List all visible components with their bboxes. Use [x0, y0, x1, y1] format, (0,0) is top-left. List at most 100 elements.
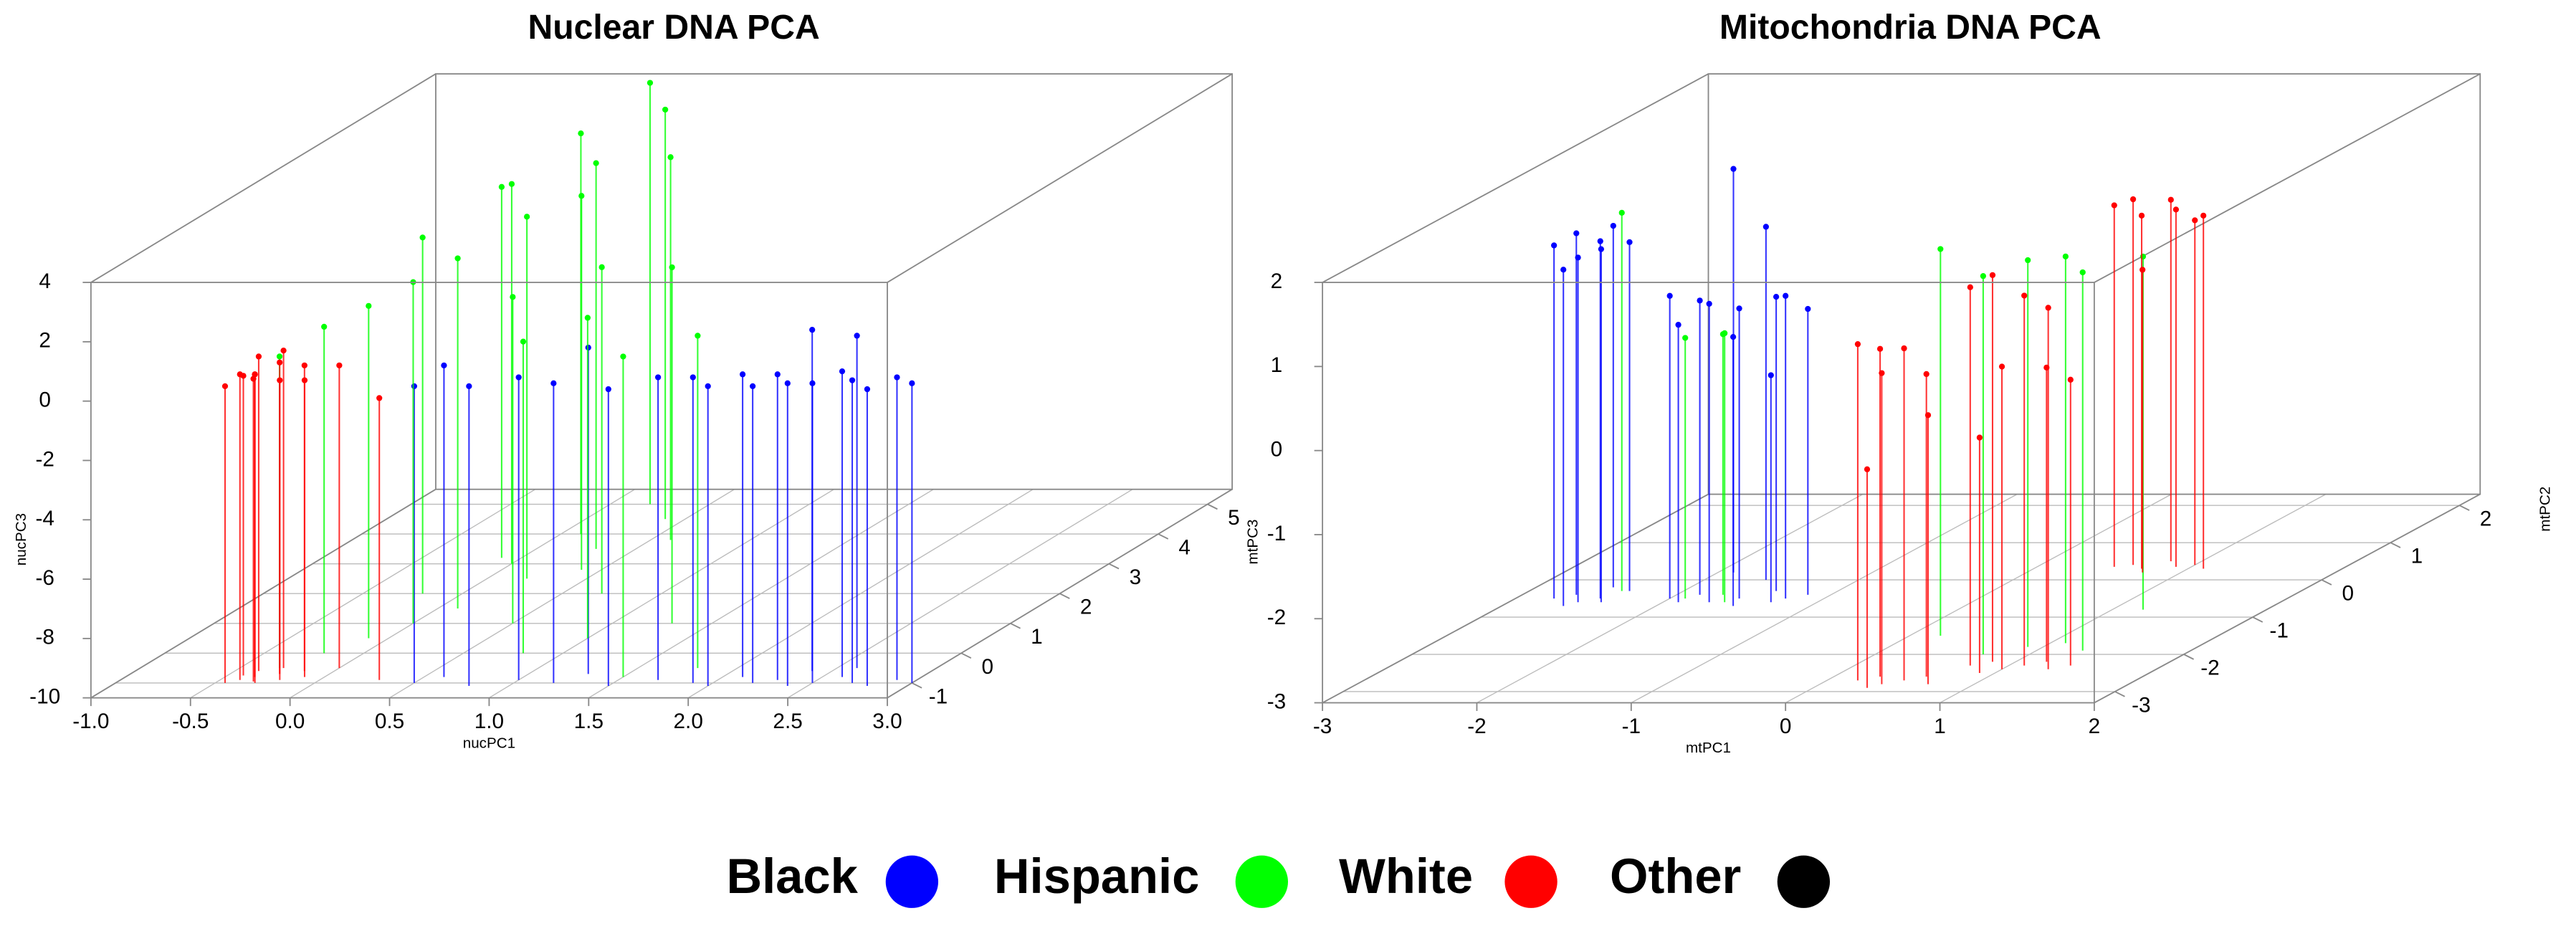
legend-swatch: [1235, 855, 1288, 908]
point: [515, 374, 522, 381]
point: [336, 362, 343, 368]
point: [240, 373, 247, 379]
grid-line: [687, 489, 1034, 699]
point: [498, 183, 505, 190]
x-tick-label: 0: [1780, 715, 1792, 738]
x-axis-label: mtPC1: [1686, 740, 1731, 756]
z-tick-label: 0: [39, 388, 51, 412]
z-tick-label: -4: [35, 507, 54, 530]
box-edge: [1322, 73, 1709, 283]
x-tick-label: 0.0: [275, 710, 305, 733]
point: [252, 371, 258, 378]
point: [1876, 345, 1884, 352]
grid-line: [1631, 493, 2018, 704]
box-edge: [90, 73, 437, 283]
legend-swatch: [1504, 855, 1557, 908]
x-tick-label: 2.0: [674, 710, 703, 733]
tick-mark: [1108, 563, 1120, 570]
y-tick-label: 1: [1031, 625, 1043, 649]
x-tick-label: -1: [1622, 715, 1641, 738]
point: [1879, 370, 1885, 376]
point: [419, 234, 426, 241]
grid-line: [1940, 493, 2327, 704]
point: [620, 353, 626, 360]
point: [2067, 376, 2074, 383]
z-tick-label: -6: [35, 566, 54, 590]
point: [2079, 269, 2086, 276]
y-tick-label: 1: [2411, 545, 2423, 568]
point: [647, 80, 654, 86]
series: [1551, 166, 1811, 606]
point: [255, 353, 262, 360]
z-axis-label: mtPC3: [1244, 520, 1261, 565]
point: [1768, 372, 1774, 378]
point: [2111, 202, 2117, 209]
point: [1805, 305, 1811, 312]
y-tick-label: 2: [1080, 596, 1092, 619]
point: [1783, 292, 1789, 299]
point: [894, 374, 900, 381]
grid-line: [190, 489, 536, 699]
point: [550, 380, 557, 386]
z-tick-label: 4: [39, 269, 51, 293]
z-tick-label: -10: [29, 685, 60, 709]
point: [1989, 272, 1996, 278]
legend-label: Other: [1610, 849, 1741, 904]
point: [1560, 267, 1567, 273]
box-edge: [2094, 73, 2481, 283]
point: [1980, 273, 1987, 280]
point: [1924, 412, 1932, 419]
legend-label: White: [1339, 849, 1473, 904]
box-front: [90, 282, 888, 699]
point: [909, 380, 915, 386]
point: [1854, 341, 1861, 348]
point: [508, 181, 515, 187]
chart-title: Nuclear DNA PCA: [528, 8, 820, 47]
grid-line: [1785, 493, 2172, 704]
point: [1666, 292, 1673, 299]
point: [739, 371, 746, 378]
y-tick-label: 3: [1130, 565, 1142, 589]
z-tick-label: -2: [35, 447, 54, 471]
point: [1675, 322, 1681, 328]
point: [454, 255, 461, 262]
point: [1610, 222, 1616, 229]
point: [1697, 297, 1703, 304]
box-edge: [887, 73, 1233, 283]
point: [1773, 294, 1780, 300]
tick-mark: [2183, 654, 2195, 660]
point: [839, 368, 846, 375]
tick-mark: [1158, 533, 1169, 540]
point: [2138, 212, 2145, 219]
series: [1854, 196, 2207, 688]
point: [1762, 224, 1769, 230]
x-tick-label: 2: [2089, 715, 2101, 738]
y-axis-label: mtPC2: [2537, 487, 2553, 532]
box-edge: [90, 488, 437, 699]
legend-swatch: [1777, 855, 1831, 908]
point: [301, 377, 308, 383]
series: [276, 80, 701, 677]
z-tick-label: -8: [35, 626, 54, 649]
z-tick-label: -2: [1267, 606, 1286, 629]
point: [321, 323, 328, 330]
z-tick-label: 0: [1271, 438, 1283, 462]
point: [1598, 246, 1605, 252]
point: [2192, 217, 2198, 224]
point: [2021, 292, 2028, 299]
point: [2139, 267, 2146, 273]
point: [466, 383, 472, 390]
tick-mark: [1059, 593, 1070, 599]
point: [667, 154, 674, 161]
box-back: [435, 73, 1234, 490]
point: [411, 383, 418, 390]
x-tick-label: -1.0: [72, 710, 109, 733]
point: [1976, 434, 1983, 441]
point: [277, 359, 283, 366]
point: [593, 160, 599, 166]
point: [1730, 333, 1737, 340]
point: [221, 383, 229, 390]
point: [854, 333, 860, 339]
x-tick-label: -0.5: [172, 710, 209, 733]
